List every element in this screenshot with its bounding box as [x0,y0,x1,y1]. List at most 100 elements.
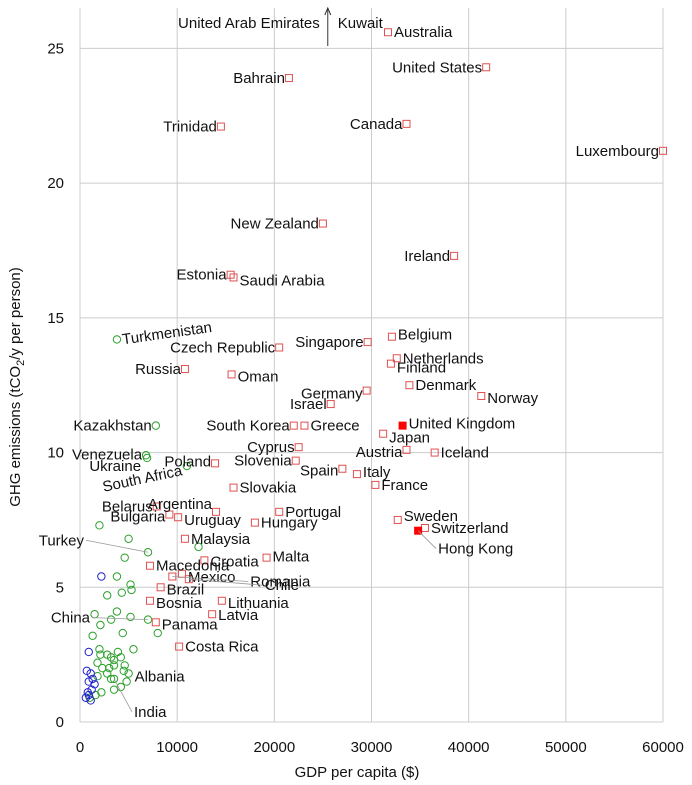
label-sweden: Sweden [404,508,458,525]
label-canada: Canada [350,116,403,133]
point-costa-rica [175,642,184,651]
point-middle-income [113,647,123,657]
point-trinidad [216,122,225,131]
uae-label: United Arab Emirates [178,15,320,32]
leader-china [92,617,149,621]
point-middle-income [96,620,105,630]
x-tick-label: 30000 [351,739,393,756]
label-united-kingdom: United Kingdom [409,416,516,433]
point-panama [151,618,160,627]
point-finland [386,359,395,368]
label-romania: Romania [250,574,311,591]
label-luxembourg: Luxembourg [576,143,659,160]
point-austria [402,445,411,454]
leader-india [113,678,133,713]
y-tick-label: 20 [47,175,64,192]
label-costa-rica: Costa Rica [185,639,259,656]
point-middle-income [109,661,119,670]
point-malta [262,553,271,562]
point-norway [477,391,486,400]
point-middle-income [119,666,128,676]
point-oman [227,370,236,379]
label-malta: Malta [273,549,310,566]
label-trinidad: Trinidad [163,119,217,136]
label-croatia: Croatia [210,553,259,570]
label-norway: Norway [487,390,538,407]
point-estonia [226,270,235,279]
x-axis-title: GDP per capita ($) [295,764,420,781]
point-france [371,480,380,489]
point-middle-income [120,553,129,562]
label-macedonia: Macedonia [156,558,230,575]
x-tick-label: 40000 [448,739,490,756]
point-saudi-arabia [229,273,238,282]
label-ukraine: Ukraine [89,458,141,475]
label-hungary: Hungary [261,515,318,532]
label-spain: Spain [300,463,338,480]
point-new-zealand [318,219,327,228]
point-middle-income [153,628,162,638]
point-middle-income [103,669,112,678]
point-japan [379,429,388,438]
label-russia: Russia [135,361,182,378]
label-japan: Japan [389,430,430,447]
label-oman: Oman [238,368,279,385]
label-turkey: Turkey [39,532,85,549]
point-low-income [84,690,93,700]
label-switzerland: Switzerland [431,520,509,537]
x-tick-label: 20000 [253,739,295,756]
label-slovenia: Slovenia [234,453,292,470]
point-singapore [363,338,372,347]
point-middle-income [90,610,99,619]
gridlines [79,8,664,723]
label-china: China [51,610,91,627]
x-tick-label: 10000 [156,739,198,756]
point-denmark [405,381,414,390]
point-south-korea [289,421,298,430]
point-united-kingdom [398,421,407,430]
point-sweden [393,515,402,524]
point-middle-income [112,607,122,616]
point-ukraine [142,453,152,463]
point-middle-income [124,534,133,543]
leader-romania [172,576,249,582]
point-iceland [430,448,439,457]
point-middle-income [120,661,129,670]
x-tick-label: 60000 [642,739,684,756]
label-singapore: Singapore [295,334,363,351]
y-axis-title: GHG emissions (tCO2/y per person) [7,267,27,507]
point-labels: Australia United States Bahrain Canada Trini… [39,24,659,721]
y-tick-label: 25 [47,40,64,57]
point-middle-income [95,645,104,654]
label-panama: Panama [162,616,219,633]
label-new-zealand: New Zealand [231,216,319,233]
point-middle-income [95,521,104,530]
point-macedonia [145,561,154,570]
label-chile: Chile [265,577,299,594]
leader-turkey [85,539,149,553]
point-middle-income [103,591,112,600]
point-low-income [84,647,93,657]
x-tick-label: 50000 [545,739,587,756]
label-united-states: United States [392,59,482,76]
label-france: France [381,477,428,494]
point-portugal [275,507,284,516]
point-middle-income [129,645,138,654]
label-brazil: Brazil [167,581,205,598]
point-uruguay [174,513,183,522]
point-india [109,674,119,684]
point-canada [402,119,411,128]
point-cyprus [294,443,303,452]
point-middle-income [106,615,116,624]
point-argentina [212,507,221,516]
point-hungary [250,518,259,527]
point-malaysia [180,534,189,543]
label-germany: Germany [301,386,363,403]
point-low-income [97,572,106,581]
label-bahrain: Bahrain [233,70,285,87]
point-greece [300,421,309,430]
point-netherlands [392,354,401,363]
point-middle-income [96,650,105,659]
leader-hong-kong [417,530,437,549]
label-greece: Greece [310,418,359,435]
